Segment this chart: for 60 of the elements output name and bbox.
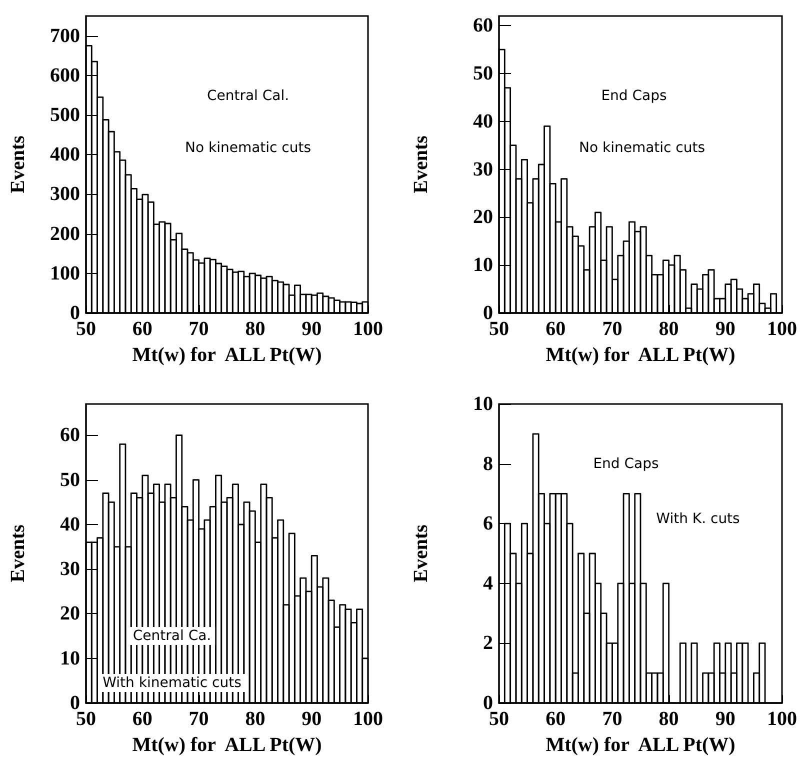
x-axis-title: Mt(w) for ALL Pt(W)	[132, 344, 322, 366]
y-axis-title: Events	[410, 524, 432, 582]
y-tick-label: 300	[50, 183, 80, 206]
y-tick-label: 40	[60, 513, 80, 536]
y-tick-label: 60	[60, 424, 80, 446]
x-axis-title: Mt(w) for ALL Pt(W)	[546, 734, 736, 756]
x-tick-label: 60	[132, 318, 152, 340]
y-tick-label: 4	[483, 572, 493, 594]
x-tick-label: 80	[658, 318, 679, 340]
y-tick-label: 400	[50, 144, 80, 166]
x-tick-label: 80	[245, 318, 266, 340]
x-tick-label: 90	[302, 318, 322, 340]
annotation: No kinematic cuts	[578, 140, 706, 156]
y-tick-label: 50	[60, 468, 80, 491]
y-tick-label: 20	[60, 602, 80, 625]
x-tick-label: 70	[602, 708, 622, 730]
y-tick-label: 10	[473, 254, 493, 276]
annotation: End Caps	[593, 456, 659, 472]
x-tick-label: 90	[715, 708, 736, 730]
x-tick-label: 100	[353, 318, 383, 340]
y-axis-title: Events	[7, 524, 29, 582]
y-tick-label: 500	[50, 104, 80, 126]
y-axis-title: Events	[7, 135, 29, 194]
x-tick-label: 60	[546, 318, 566, 340]
x-tick-label: 80	[658, 708, 679, 730]
y-tick-label: 2	[483, 632, 493, 654]
x-tick-label: 60	[132, 708, 152, 730]
y-tick-label: 20	[473, 206, 493, 228]
x-tick-label: 90	[302, 708, 322, 730]
x-tick-label: 70	[188, 318, 209, 340]
y-tick-label: 10	[60, 647, 80, 670]
y-tick-label: 30	[473, 158, 493, 180]
y-tick-label: 60	[473, 14, 493, 37]
x-tick-label: 100	[767, 708, 797, 730]
x-tick-label: 70	[602, 318, 622, 340]
x-tick-label: 100	[767, 318, 797, 340]
y-tick-label: 8	[483, 452, 493, 475]
x-tick-label: 70	[188, 708, 209, 730]
x-tick-label: 100	[353, 708, 383, 730]
y-tick-label: 50	[473, 62, 493, 84]
x-tick-label: 60	[546, 708, 566, 730]
y-tick-label: 100	[50, 262, 80, 284]
x-axis-title: Mt(w) for ALL Pt(W)	[546, 344, 736, 366]
y-tick-label: 40	[473, 110, 493, 132]
annotation: Central Cal.	[206, 88, 290, 104]
x-tick-label: 90	[715, 318, 736, 340]
y-tick-label: 700	[50, 24, 80, 47]
y-tick-label: 200	[50, 222, 80, 245]
annotation: With kinematic cuts	[102, 675, 242, 691]
y-axis-title: Events	[410, 135, 432, 194]
annotation: No kinematic cuts	[184, 140, 312, 156]
y-tick-label: 6	[483, 512, 493, 535]
y-tick-label: 10	[473, 393, 493, 415]
y-tick-label: 30	[60, 558, 80, 580]
annotation: End Caps	[601, 88, 667, 104]
y-tick-label: 600	[50, 64, 80, 86]
x-axis-title: Mt(w) for ALL Pt(W)	[132, 734, 322, 756]
annotation: Central Ca.	[132, 628, 212, 644]
annotation: With K. cuts	[656, 511, 740, 527]
x-tick-label: 80	[245, 708, 266, 730]
